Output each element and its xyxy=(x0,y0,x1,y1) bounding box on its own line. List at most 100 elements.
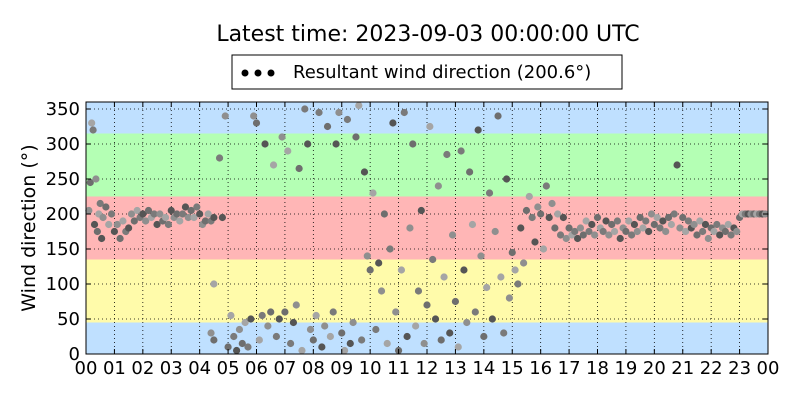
data-point xyxy=(255,336,263,344)
data-point xyxy=(360,168,369,176)
data-point xyxy=(693,231,701,239)
data-point xyxy=(468,220,477,229)
x-tick-label: 01 xyxy=(103,358,126,379)
data-point xyxy=(517,224,525,232)
data-point xyxy=(511,266,519,274)
data-point xyxy=(295,164,303,173)
data-point xyxy=(102,203,110,211)
data-point xyxy=(622,227,630,236)
data-point xyxy=(190,213,198,222)
data-point xyxy=(301,105,309,113)
data-point xyxy=(554,210,562,218)
data-point xyxy=(724,220,732,229)
legend-box xyxy=(231,54,623,90)
x-tick-label: 16 xyxy=(529,358,552,379)
data-point xyxy=(210,280,218,288)
data-point xyxy=(690,220,698,229)
data-point xyxy=(340,346,349,355)
data-point xyxy=(716,231,724,239)
data-point xyxy=(633,227,641,236)
data-point xyxy=(241,318,249,327)
data-point xyxy=(522,206,531,215)
data-point xyxy=(440,273,448,281)
data-point xyxy=(727,231,735,239)
data-point xyxy=(582,217,590,225)
data-point xyxy=(639,224,647,232)
data-point xyxy=(491,227,499,236)
y-tick-label: 250 xyxy=(46,169,80,190)
data-point xyxy=(426,122,434,131)
legend-label: Resultant wind direction (200.6°) xyxy=(293,62,591,83)
data-point xyxy=(247,315,255,323)
data-point xyxy=(252,119,261,127)
data-point xyxy=(485,189,494,197)
data-point xyxy=(659,217,667,225)
data-point xyxy=(667,220,675,229)
data-point xyxy=(721,227,729,236)
x-tick-label: 22 xyxy=(700,358,723,379)
data-point xyxy=(161,213,170,222)
x-tick-label: 18 xyxy=(586,358,609,379)
data-point xyxy=(318,343,326,351)
data-point xyxy=(88,119,96,127)
data-point xyxy=(673,161,681,169)
data-point xyxy=(227,311,235,320)
data-point xyxy=(539,245,548,253)
data-point xyxy=(144,206,153,215)
data-point xyxy=(409,140,417,148)
data-point xyxy=(130,217,138,225)
data-point xyxy=(107,210,116,218)
data-point xyxy=(520,259,528,267)
data-point xyxy=(460,266,468,274)
data-point xyxy=(332,140,340,148)
data-point xyxy=(412,322,420,330)
data-point xyxy=(119,217,127,225)
data-point xyxy=(562,234,570,243)
data-point xyxy=(85,206,93,215)
data-point xyxy=(576,224,585,232)
data-point xyxy=(434,182,442,190)
data-point xyxy=(377,287,386,295)
data-point xyxy=(96,199,104,208)
data-point xyxy=(352,133,360,141)
data-point xyxy=(386,245,394,253)
data-point xyxy=(167,206,175,215)
data-point xyxy=(437,336,445,344)
data-point xyxy=(545,213,553,222)
x-tick-label: 13 xyxy=(444,358,467,379)
data-point xyxy=(414,287,423,295)
data-point xyxy=(153,220,161,229)
data-point xyxy=(642,217,650,225)
x-tick-label: 19 xyxy=(614,358,637,379)
data-point xyxy=(537,210,545,218)
data-point xyxy=(98,234,106,243)
data-point xyxy=(565,224,573,232)
data-point xyxy=(264,322,272,330)
data-point xyxy=(605,231,613,239)
data-point xyxy=(647,210,656,218)
data-point xyxy=(494,112,502,120)
data-point xyxy=(292,301,300,309)
data-point xyxy=(528,213,536,222)
data-point xyxy=(502,175,511,183)
y-tick-label: 50 xyxy=(57,309,80,330)
x-tick-label: 02 xyxy=(131,358,154,379)
x-tick-label: 23 xyxy=(728,358,751,379)
data-point xyxy=(701,220,710,229)
data-point xyxy=(463,318,471,327)
data-point xyxy=(696,217,704,225)
data-point xyxy=(201,217,209,225)
data-point xyxy=(431,315,440,323)
data-point xyxy=(369,189,377,197)
y-tick-label: 200 xyxy=(46,204,80,225)
data-point xyxy=(397,266,406,274)
x-tick-label: 03 xyxy=(160,358,183,379)
data-point xyxy=(176,217,184,225)
data-point xyxy=(105,220,113,229)
x-tick-label: 00 xyxy=(75,358,98,379)
data-point xyxy=(346,339,354,348)
data-point xyxy=(531,238,539,246)
data-point xyxy=(309,336,317,344)
data-point xyxy=(306,325,315,334)
data-point xyxy=(358,336,366,344)
